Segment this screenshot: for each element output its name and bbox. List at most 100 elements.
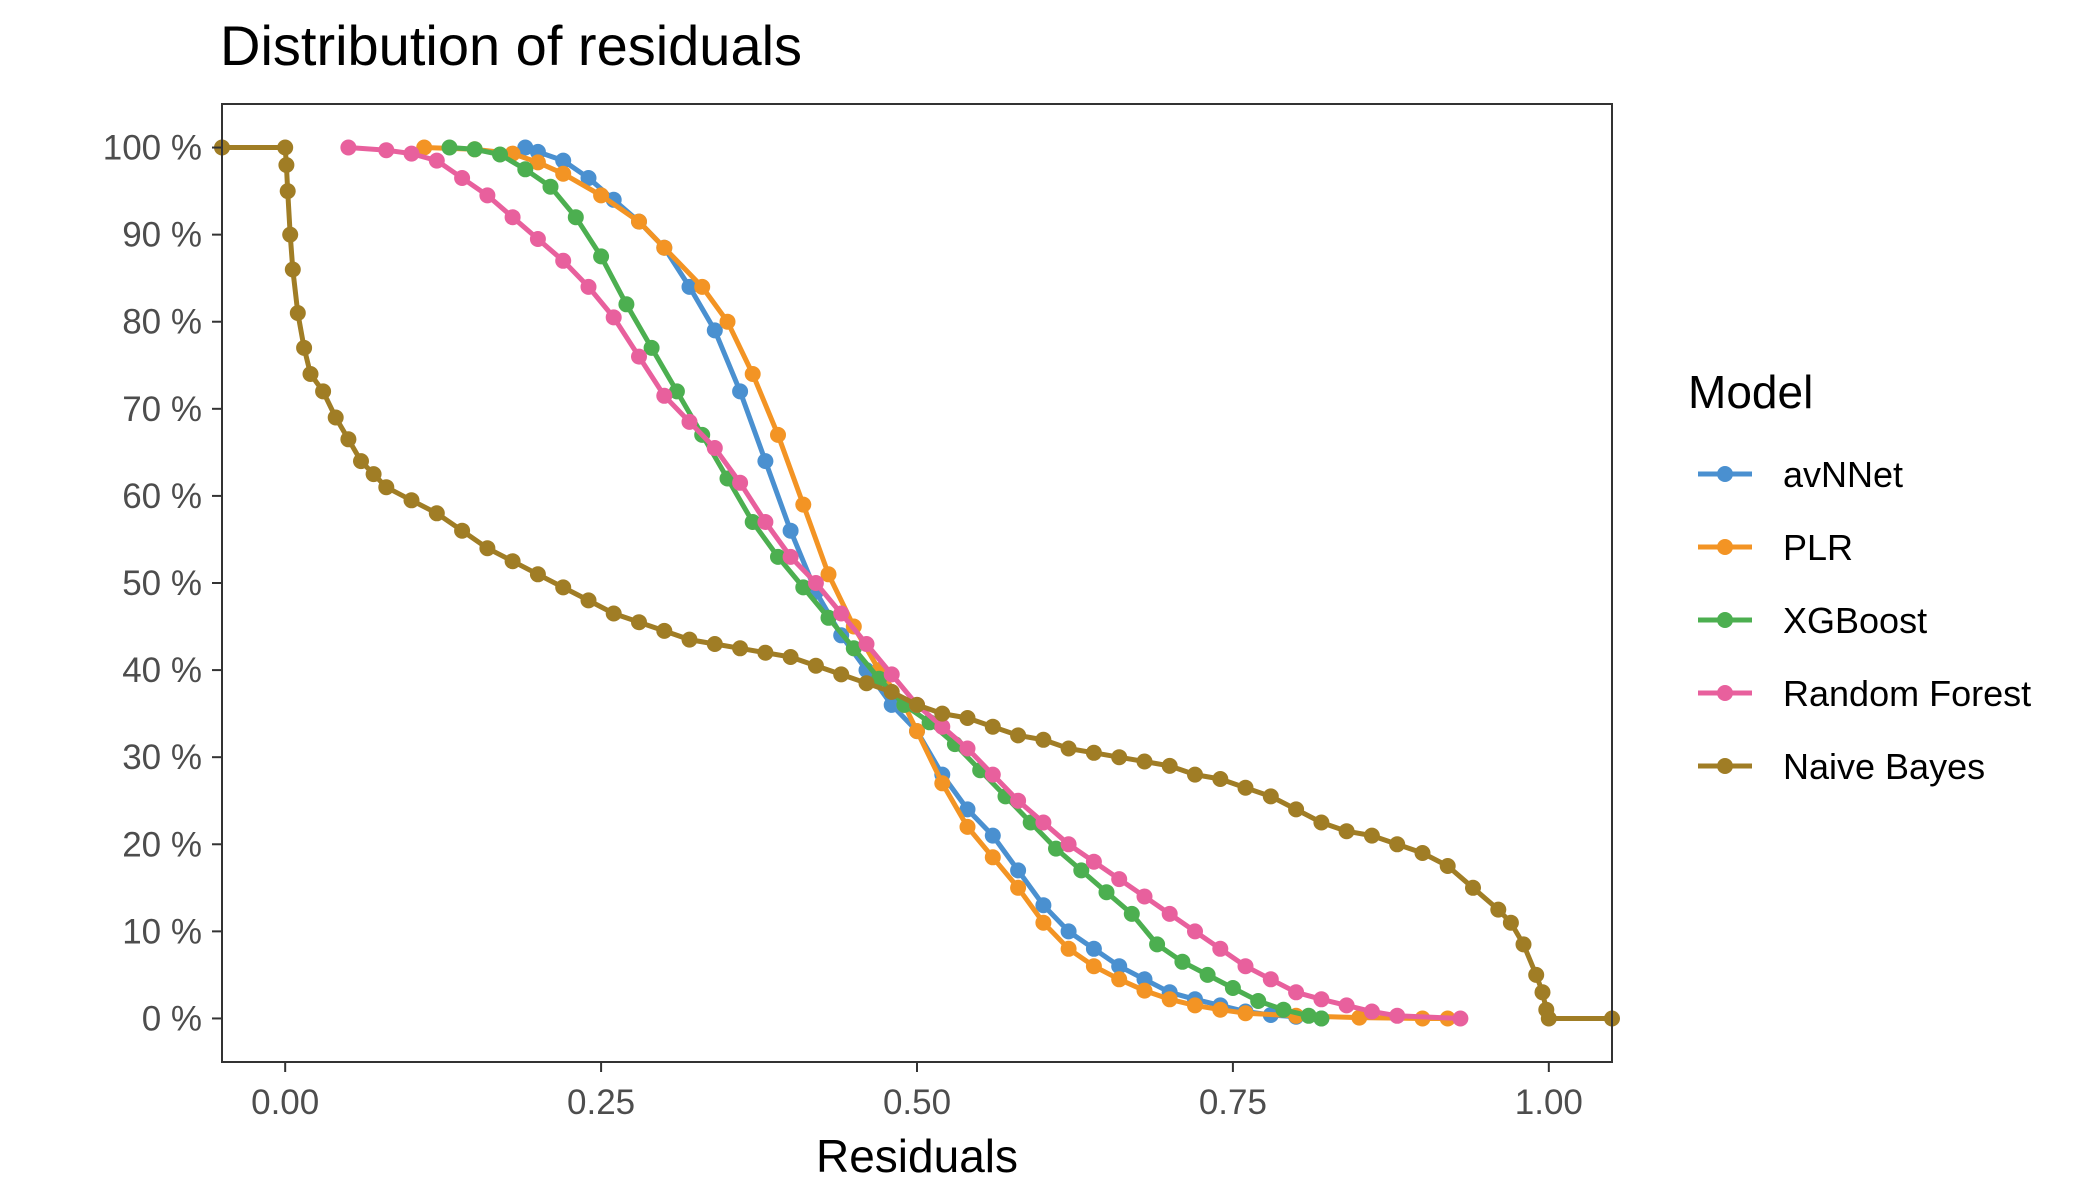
data-point (631, 614, 647, 631)
data-point (580, 278, 597, 295)
data-point (1237, 1005, 1254, 1022)
data-point (441, 139, 458, 156)
data-point (782, 649, 799, 665)
y-axis: 0 % 10 % 20 % 30 % 40 % 50 % 60 % 70 % 80 % 90 % 1… (103, 129, 222, 1038)
data-point (1060, 836, 1077, 853)
data-point (1060, 740, 1077, 757)
data-point (1022, 814, 1039, 831)
data-point (1515, 936, 1532, 953)
data-point (580, 170, 597, 186)
data-point (883, 666, 900, 683)
y-tick-label: 70 % (122, 390, 202, 429)
data-point (858, 675, 875, 692)
data-point (567, 209, 584, 226)
data-point (302, 366, 319, 382)
data-point (631, 348, 647, 365)
data-point (1275, 1001, 1292, 1018)
x-tick-label: 0.75 (1199, 1083, 1267, 1122)
data-point (681, 631, 698, 648)
data-point (1199, 966, 1216, 983)
data-point (732, 474, 749, 491)
legend-label: XGBoost (1783, 600, 1927, 641)
legend-item-random-forest: Random Forest (1698, 673, 2031, 714)
data-point (529, 154, 546, 171)
y-tick-label: 80 % (122, 303, 202, 342)
x-axis: 0.00 0.25 0.50 0.75 1.00 (251, 1062, 1583, 1122)
data-point (1073, 862, 1090, 879)
legend-title: Model (1688, 366, 1813, 418)
data-point (820, 566, 837, 583)
data-point (845, 640, 862, 657)
data-point (1187, 923, 1203, 940)
data-point (1123, 905, 1140, 922)
data-point (1212, 1001, 1229, 1018)
data-point (744, 514, 761, 530)
data-point (378, 142, 395, 159)
data-point (757, 644, 774, 661)
data-point (1149, 936, 1166, 953)
x-tick-label: 0.00 (251, 1083, 319, 1122)
data-point (934, 775, 951, 792)
data-point (1528, 966, 1545, 983)
data-point (1111, 971, 1128, 988)
data-point (1300, 1007, 1317, 1024)
data-point (1490, 901, 1507, 918)
data-point (555, 579, 572, 596)
data-point (1060, 923, 1077, 940)
data-point (1237, 779, 1254, 796)
data-point (466, 141, 483, 158)
data-point (909, 723, 925, 740)
data-point (681, 413, 698, 430)
legend-label: PLR (1783, 527, 1853, 568)
data-point (757, 453, 774, 470)
data-point (605, 605, 622, 622)
y-tick-label: 100 % (103, 129, 202, 168)
data-point (1035, 731, 1052, 748)
data-point (1111, 958, 1128, 975)
data-point (656, 387, 673, 404)
data-point (517, 139, 534, 156)
data-point (618, 296, 635, 313)
data-point (416, 139, 433, 156)
data-point (1161, 991, 1178, 1008)
data-point (1136, 753, 1153, 770)
y-tick-label: 30 % (122, 738, 202, 777)
data-point (795, 496, 812, 513)
legend: Model avNNet PLR XGBoost Random Forest Naive… (1688, 366, 2031, 787)
data-point (479, 187, 496, 204)
data-point (909, 696, 925, 713)
data-point (284, 261, 301, 278)
data-point (1212, 771, 1229, 787)
y-tick-label: 10 % (122, 912, 202, 951)
data-point (529, 231, 546, 247)
data-point (1313, 1010, 1330, 1027)
y-tick-label: 20 % (122, 825, 202, 864)
data-point (504, 553, 521, 570)
data-point (1262, 971, 1279, 988)
data-point (353, 453, 369, 470)
legend-label: avNNet (1783, 454, 1903, 495)
data-point (984, 766, 1001, 783)
data-point (428, 505, 445, 522)
data-point (656, 239, 673, 256)
data-point (1136, 888, 1153, 905)
data-point (959, 818, 976, 835)
data-point (782, 548, 799, 565)
series-line-naive-bayes (222, 145, 1612, 1021)
data-point (340, 431, 357, 448)
data-point (833, 605, 850, 622)
series-line-random-forest (348, 145, 1461, 1021)
data-point (1010, 862, 1027, 879)
legend-item-xgboost: XGBoost (1698, 600, 1927, 641)
data-point (1085, 744, 1102, 761)
data-point (959, 710, 976, 726)
data-point (643, 339, 660, 356)
data-point (282, 226, 299, 243)
data-point (668, 383, 685, 400)
legend-key-point (1717, 685, 1733, 701)
x-axis-title: Residuals (816, 1130, 1018, 1182)
data-point (1010, 727, 1027, 744)
data-point (580, 592, 597, 609)
data-point (1085, 958, 1102, 975)
